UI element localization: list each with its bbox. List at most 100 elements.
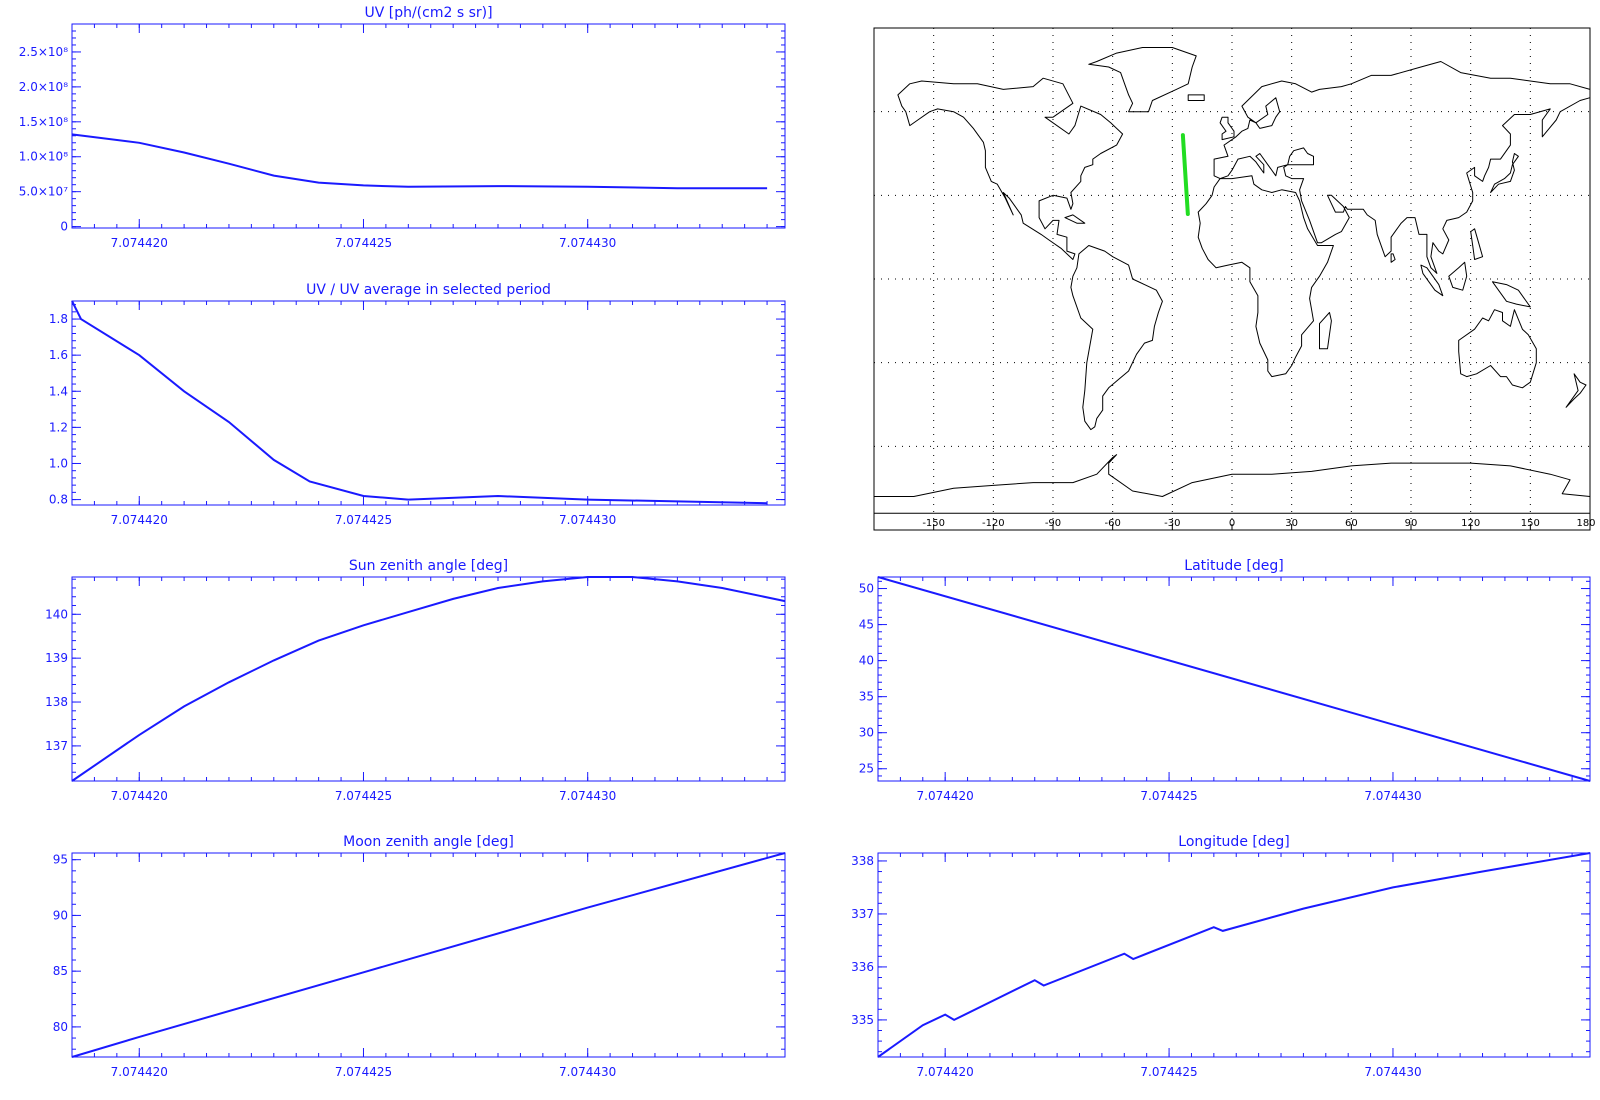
- series-line-moon-zenith: [71, 852, 786, 1058]
- x-tick-label: 7.074430: [1364, 789, 1421, 803]
- x-tick-label: 7.074425: [335, 513, 392, 527]
- coastline-greenland: [1088, 47, 1197, 113]
- y-tick-label: 0.8: [49, 493, 68, 507]
- coastline-new-zealand: [1565, 373, 1587, 408]
- x-tick-label: 7.074430: [559, 789, 616, 803]
- map-lon-tick-label: 0: [1229, 518, 1235, 529]
- x-tick-label: 7.074425: [335, 1065, 392, 1079]
- y-tick-label: 337: [851, 907, 874, 921]
- plot-frame: [877, 576, 1591, 782]
- plot-sun-zenith: Sun zenith angle [deg] 7.074420 7.074425 7.…: [45, 558, 786, 803]
- x-tick-label: 7.074420: [111, 513, 168, 527]
- plot-frame: [71, 852, 786, 1058]
- series-line-uv-ratio: [71, 300, 768, 505]
- coastline-madagascar: [1319, 312, 1332, 350]
- coastline-australia: [1458, 309, 1537, 389]
- x-tick-label: 7.074420: [917, 1065, 974, 1079]
- coastline-north-america: [897, 77, 1124, 260]
- y-tick-label: 140: [45, 607, 68, 621]
- plot-frame: [71, 576, 786, 782]
- x-tick-label: 7.074425: [335, 236, 392, 250]
- series-line-uv: [71, 133, 768, 190]
- y-tick-label: 137: [45, 739, 68, 753]
- plot-frame: [877, 852, 1591, 1058]
- coastline-philippines: [1470, 228, 1484, 260]
- plot-uv: UV [ph/(cm2 s sr)] 7.074420 7.074425 7.0744…: [19, 5, 786, 250]
- plot-moon-zenith: Moon zenith angle [deg] 7.074420 7.074425 7…: [53, 834, 786, 1079]
- coastline-cuba: [1064, 214, 1086, 224]
- y-tick-label: 30: [859, 726, 874, 740]
- x-tick-label: 7.074420: [917, 789, 974, 803]
- y-tick-label: 1.0×10⁸: [19, 150, 68, 164]
- y-tick-label: 139: [45, 651, 68, 665]
- plot-frame: [71, 300, 786, 506]
- coastline-new-guinea: [1492, 281, 1531, 308]
- x-tick-label: 7.074430: [559, 513, 616, 527]
- map-lon-tick-label: -60: [1104, 518, 1120, 529]
- plot-latitude: Latitude [deg] 7.074420 7.074425 7.074430 25…: [859, 558, 1591, 803]
- coastline-british-isles: [1219, 116, 1235, 141]
- map-lon-tick-label: -90: [1045, 518, 1061, 529]
- series-line-latitude: [877, 576, 1591, 782]
- y-tick-label: 1.8: [49, 312, 68, 326]
- map-lon-tick-label: 180: [1576, 518, 1595, 529]
- coastline-antarctica: [873, 454, 1591, 514]
- coastline-sumatra: [1420, 264, 1444, 297]
- y-tick-label: 1.4: [49, 384, 68, 398]
- x-tick-label: 7.074430: [559, 1065, 616, 1079]
- x-tick-label: 7.074420: [111, 236, 168, 250]
- y-tick-label: 25: [859, 762, 874, 776]
- orbit-ground-track: [1180, 133, 1190, 217]
- x-tick-label: 7.074420: [111, 1065, 168, 1079]
- y-tick-label: 1.2: [49, 420, 68, 434]
- y-tick-label: 35: [859, 690, 874, 704]
- y-tick-label: 95: [53, 853, 68, 867]
- coastline-eurasia: [1213, 61, 1591, 274]
- y-tick-label: 335: [851, 1013, 874, 1027]
- y-tick-label: 50: [859, 582, 874, 596]
- coastline-iceland: [1187, 94, 1205, 101]
- x-tick-label: 7.074425: [1140, 789, 1197, 803]
- map-lon-tick-label: 30: [1285, 518, 1298, 529]
- map-lon-tick-label: 150: [1521, 518, 1540, 529]
- coastline-indonesia-borneo: [1448, 261, 1468, 291]
- y-tick-label: 0: [60, 220, 68, 234]
- coastline-africa: [1197, 175, 1334, 378]
- x-tick-label: 7.074425: [1140, 1065, 1197, 1079]
- coastline-sri-lanka: [1390, 253, 1396, 263]
- y-tick-label: 1.0: [49, 456, 68, 470]
- x-tick-label: 7.074425: [335, 789, 392, 803]
- plot-uv-ratio: UV / UV average in selected period 7.0744…: [49, 282, 786, 527]
- y-tick-label: 338: [851, 854, 874, 868]
- world-map: -150 -120 -90 -60 -30 0 30 60 90 120 150 180: [873, 27, 1596, 531]
- plot-title: Longitude [deg]: [1178, 834, 1289, 850]
- y-tick-label: 2.0×10⁸: [19, 80, 68, 94]
- plot-title: UV / UV average in selected period: [306, 282, 551, 298]
- y-tick-label: 40: [859, 654, 874, 668]
- x-tick-label: 7.074420: [111, 789, 168, 803]
- plot-title: Latitude [deg]: [1184, 558, 1283, 574]
- map-lon-tick-label: 120: [1461, 518, 1480, 529]
- y-tick-label: 90: [53, 908, 68, 922]
- map-lon-tick-label: -30: [1164, 518, 1180, 529]
- y-tick-label: 5.0×10⁷: [19, 185, 68, 199]
- y-tick-label: 80: [53, 1020, 68, 1034]
- y-tick-label: 85: [53, 964, 68, 978]
- y-tick-label: 1.6: [49, 348, 68, 362]
- map-lon-tick-label: 60: [1345, 518, 1358, 529]
- y-tick-label: 336: [851, 960, 874, 974]
- y-tick-label: 1.5×10⁸: [19, 115, 68, 129]
- plot-title: UV [ph/(cm2 s sr)]: [364, 5, 492, 21]
- series-line-sun-zenith: [71, 576, 786, 782]
- series-line-longitude: [877, 852, 1591, 1058]
- y-tick-label: 45: [859, 618, 874, 632]
- plot-title: Moon zenith angle [deg]: [343, 834, 514, 850]
- plot-frame: [71, 23, 786, 229]
- map-lon-tick-label: -150: [922, 518, 945, 529]
- y-tick-label: 138: [45, 695, 68, 709]
- coastline-japan: [1490, 153, 1519, 193]
- coastline-south-america: [1070, 245, 1163, 431]
- map-lon-tick-label: 90: [1405, 518, 1418, 529]
- plot-longitude: Longitude [deg] 7.074420 7.074425 7.074430 3…: [851, 834, 1591, 1079]
